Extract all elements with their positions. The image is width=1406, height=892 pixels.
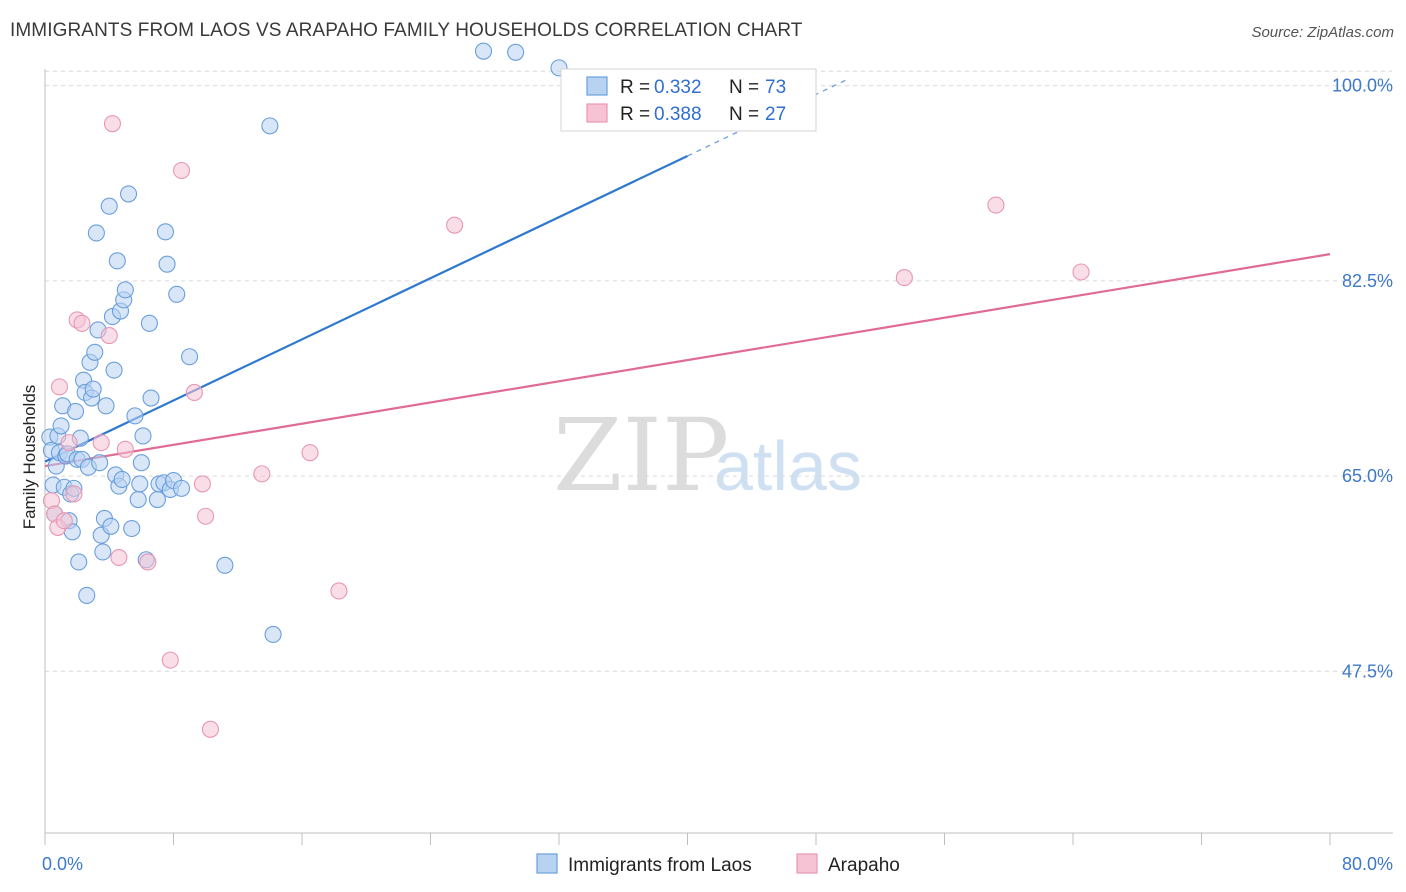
legend-n-label-laos: N = — [729, 77, 759, 98]
y-tick-label-3: 47.5% — [1342, 661, 1393, 681]
laos-point-60 — [156, 223, 175, 241]
laos-point-31 — [91, 454, 109, 472]
laos-point-23 — [78, 586, 96, 604]
laos-point-56 — [142, 389, 160, 407]
legend-n-label-arapaho: N = — [729, 104, 759, 125]
laos-point-46 — [116, 281, 134, 299]
laos-point-47 — [119, 185, 138, 203]
laos-point-61 — [158, 255, 176, 273]
laos-point-67 — [216, 556, 234, 574]
arapaho-point-22 — [301, 444, 319, 462]
arapaho-point-18 — [193, 475, 211, 493]
laos-point-71 — [507, 43, 525, 61]
arapaho-trend-line — [44, 253, 1331, 468]
laos-point-52 — [132, 454, 150, 472]
arapaho-point-13 — [116, 440, 134, 458]
laos-point-66 — [181, 348, 199, 366]
laos-point-65 — [172, 479, 191, 497]
laos-point-33 — [94, 543, 112, 561]
stats-legend: R = 0.332 N = 73 R = 0.388 N = 27 — [560, 68, 817, 132]
legend-r-value-laos: 0.332 — [654, 77, 702, 98]
arapaho-point-20 — [201, 720, 219, 738]
laos-point-27 — [84, 380, 102, 398]
series-legend: Immigrants from Laos Arapaho — [536, 853, 900, 876]
laos-point-50 — [129, 490, 147, 509]
laos-point-29 — [87, 224, 105, 242]
laos-point-51 — [131, 475, 149, 493]
series-legend-label-laos: Immigrants from Laos — [568, 855, 752, 876]
arapaho-point-5 — [60, 434, 78, 452]
laos-point-44 — [113, 470, 131, 488]
series-legend-label-arapaho: Arapaho — [828, 855, 900, 876]
arapaho-point-19 — [197, 507, 215, 525]
x-tick-labels: 0.0% 80.0% — [42, 854, 1393, 874]
arapaho-point-15 — [161, 651, 179, 669]
series-legend-swatch-laos — [536, 853, 558, 874]
laos-point-68 — [261, 117, 279, 135]
legend-n-value-arapaho: 27 — [765, 104, 786, 125]
trend-lines — [44, 78, 1331, 468]
arapaho-point-25 — [895, 269, 913, 287]
legend-n-value-laos: 73 — [765, 77, 786, 98]
arapaho-point-10 — [100, 327, 118, 345]
arapaho-point-14 — [139, 553, 157, 571]
x-tick-label-1: 80.0% — [1342, 854, 1393, 874]
arapaho-point-26 — [987, 196, 1005, 214]
arapaho-point-3 — [50, 378, 69, 396]
grid — [45, 70, 1392, 672]
watermark-zip: ZIP — [553, 397, 729, 514]
laos-point-35 — [97, 397, 115, 415]
laos-point-64 — [168, 285, 186, 303]
arapaho-point-9 — [92, 434, 110, 452]
series-legend-swatch-arapaho — [796, 853, 818, 874]
laos-point-39 — [105, 361, 123, 379]
arapaho-point-11 — [103, 115, 122, 133]
watermark-atlas: atlas — [714, 427, 862, 505]
arapaho-point-12 — [110, 548, 128, 567]
laos-point-18 — [70, 553, 88, 571]
y-tick-label-2: 65.0% — [1342, 466, 1393, 486]
laos-point-28 — [86, 343, 104, 361]
laos-point-70 — [474, 42, 493, 60]
arapaho-point-27 — [1072, 263, 1090, 281]
watermark: ZIP atlas — [553, 397, 862, 514]
laos-point-69 — [264, 625, 282, 644]
y-tick-label-0: 100.0% — [1332, 76, 1393, 96]
arapaho-point-21 — [253, 465, 271, 483]
y-axis-label: Family Households — [20, 385, 39, 530]
laos-point-49 — [126, 407, 144, 425]
x-tick-label-0: 0.0% — [42, 854, 83, 874]
laos-trend-line — [44, 155, 688, 463]
legend-swatch-arapaho — [586, 103, 608, 123]
laos-point-53 — [134, 427, 152, 445]
y-tick-label-1: 82.5% — [1342, 271, 1393, 291]
laos-point-36 — [100, 197, 118, 215]
legend-r-label-laos: R = — [620, 77, 650, 98]
legend-r-value-arapaho: 0.388 — [654, 104, 702, 125]
laos-point-55 — [140, 314, 158, 332]
arapaho-point-24 — [446, 216, 464, 234]
chart-source: Source: ZipAtlas.com — [1251, 24, 1394, 41]
laos-point-48 — [123, 519, 141, 538]
arapaho-point-6 — [65, 485, 83, 503]
legend-r-label-arapaho: R = — [620, 104, 650, 125]
data-points — [41, 42, 1090, 738]
arapaho-point-4 — [55, 512, 73, 530]
arapaho-point-16 — [172, 161, 191, 180]
laos-point-37 — [102, 517, 120, 535]
laos-point-41 — [108, 252, 126, 270]
arapaho-point-8 — [73, 314, 91, 332]
arapaho-point-17 — [185, 383, 203, 401]
y-tick-labels: 100.0% 82.5% 65.0% 47.5% — [1332, 76, 1393, 682]
arapaho-point-23 — [330, 582, 348, 600]
laos-point-7 — [52, 417, 70, 435]
laos-point-16 — [66, 402, 85, 420]
chart-title: IMMIGRANTS FROM LAOS VS ARAPAHO FAMILY H… — [10, 20, 803, 41]
legend-swatch-laos — [586, 76, 608, 96]
